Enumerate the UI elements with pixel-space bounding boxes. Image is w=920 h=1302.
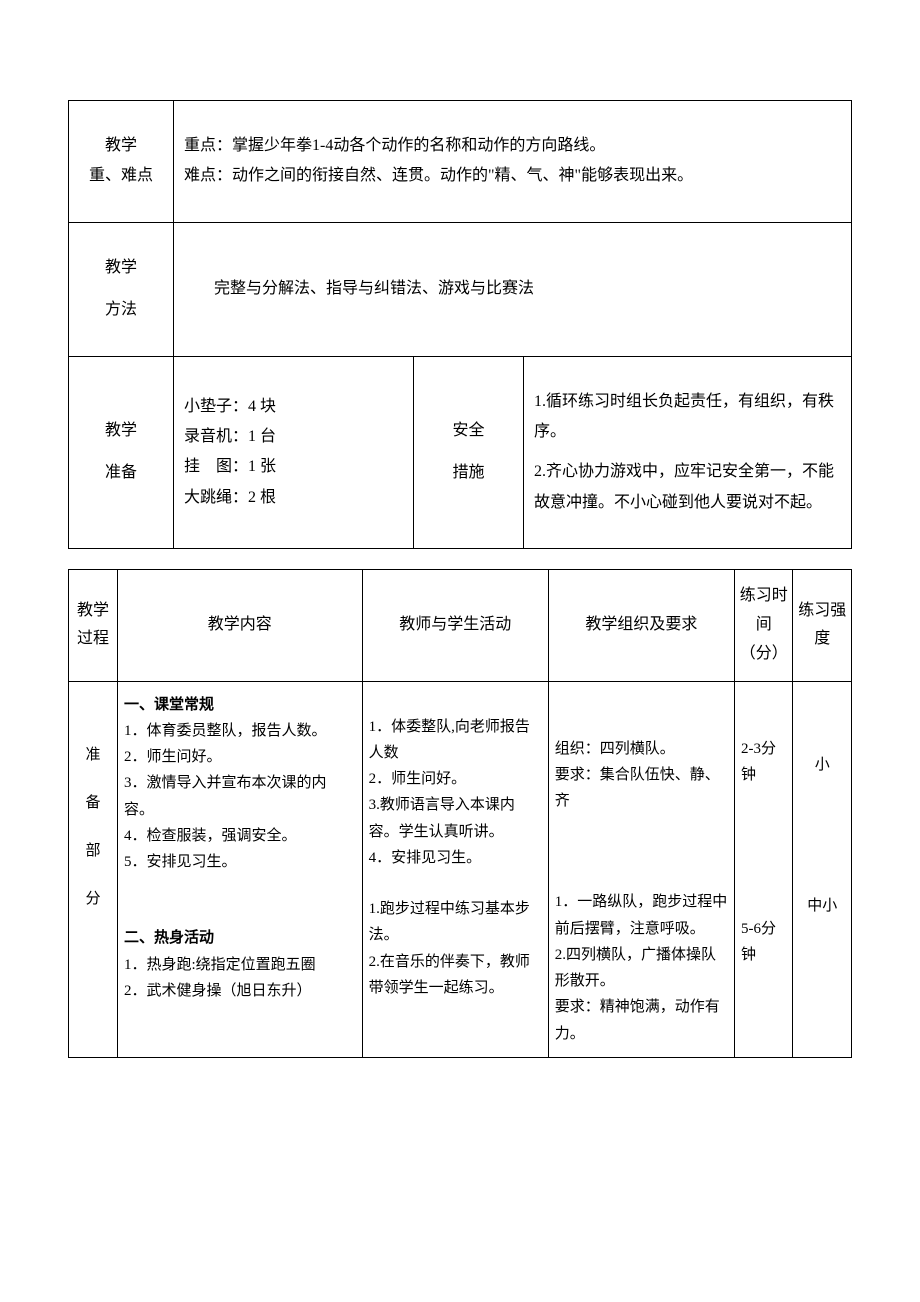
time-cell: 2-3分钟 5-6分钟 — [734, 681, 793, 1057]
prep-materials: 小垫子：4 块 录音机：1 台 挂 图：1 张 大跳绳：2 根 — [174, 356, 414, 549]
keypoint-text: 重点：掌握少年拳1-4动各个动作的名称和动作的方向路线。 — [184, 131, 841, 161]
label-text: 教学 — [79, 253, 163, 283]
intensity-value: 中小 — [799, 893, 845, 919]
safety-label: 安全 措施 — [414, 356, 524, 549]
activity-item: 4．安排见习生。 — [369, 845, 542, 871]
org-cell: 组织：四列横队。 要求：集合队伍快、静、齐 1．一路纵队，跑步过程中前后摆臂，注… — [548, 681, 734, 1057]
label-text: 准备 — [79, 458, 163, 488]
label-text: 措施 — [424, 458, 513, 488]
label-text: 教学 — [79, 416, 163, 446]
teaching-prep-label: 教学 准备 — [69, 356, 174, 549]
section-title: 一、课堂常规 — [124, 692, 356, 718]
teaching-method-label: 教学 方法 — [69, 222, 174, 356]
content-item: 1．热身跑:绕指定位置跑五圈 — [124, 952, 356, 978]
activity-cell: 1．体委整队,向老师报告人数 2．师生问好。 3.教师语言导入本课内容。学生认真… — [362, 681, 548, 1057]
key-difficulty-label: 教学 重、难点 — [69, 101, 174, 223]
prep-phase-row: 准 备 部 分 一、课堂常规 1．体育委员整队，报告人数。 2．师生问好。 3．… — [69, 681, 852, 1057]
section-title: 二、热身活动 — [124, 925, 356, 951]
content-item: 2．师生问好。 — [124, 744, 356, 770]
content-item: 3．激情导入并宣布本次课的内容。 — [124, 770, 356, 823]
phase-char: 备 — [75, 790, 111, 816]
content-item: 2．武术健身操（旭日东升） — [124, 978, 356, 1004]
label-text: 安全 — [424, 416, 513, 446]
key-difficulty-row: 教学 重、难点 重点：掌握少年拳1-4动各个动作的名称和动作的方向路线。 难点：… — [69, 101, 852, 223]
prep-item: 大跳绳：2 根 — [184, 483, 403, 513]
org-item: 要求：精神饱满，动作有力。 — [555, 994, 728, 1047]
phase-label-cell: 准 备 部 分 — [69, 681, 118, 1057]
content-item: 1．体育委员整队，报告人数。 — [124, 718, 356, 744]
teaching-info-table: 教学 重、难点 重点：掌握少年拳1-4动各个动作的名称和动作的方向路线。 难点：… — [68, 100, 852, 549]
safety-item: 2.齐心协力游戏中，应牢记安全第一，不能故意冲撞。不小心碰到他人要说对不起。 — [534, 457, 841, 518]
prep-item: 录音机：1 台 — [184, 422, 403, 452]
intensity-cell: 小 中小 — [793, 681, 852, 1057]
org-item: 2.四列横队，广播体操队形散开。 — [555, 942, 728, 995]
header-content: 教学内容 — [117, 570, 362, 681]
teaching-method-content: 完整与分解法、指导与纠错法、游戏与比赛法 — [174, 222, 852, 356]
label-text-2: 重、难点 — [79, 161, 163, 191]
header-intensity: 练习强度 — [793, 570, 852, 681]
time-value: 5-6分钟 — [741, 916, 787, 969]
activity-item: 1．体委整队,向老师报告人数 — [369, 714, 542, 767]
header-org: 教学组织及要求 — [548, 570, 734, 681]
prep-item: 小垫子：4 块 — [184, 392, 403, 422]
safety-content: 1.循环练习时组长负起责任，有组织，有秩序。 2.齐心协力游戏中，应牢记安全第一… — [524, 356, 852, 549]
phase-char: 准 — [75, 742, 111, 768]
safety-item: 1.循环练习时组长负起责任，有组织，有秩序。 — [534, 387, 841, 448]
teaching-process-table: 教学过程 教学内容 教师与学生活动 教学组织及要求 练习时间（分） 练习强度 准… — [68, 569, 852, 1058]
activity-item: 3.教师语言导入本课内容。学生认真听讲。 — [369, 792, 542, 845]
header-process: 教学过程 — [69, 570, 118, 681]
intensity-value: 小 — [799, 752, 845, 778]
activity-item: 2.在音乐的伴奏下，教师带领学生一起练习。 — [369, 949, 542, 1002]
label-text: 方法 — [79, 295, 163, 325]
prep-item: 挂 图：1 张 — [184, 452, 403, 482]
difficulty-text: 难点：动作之间的衔接自然、连贯。动作的"精、气、神"能够表现出来。 — [184, 161, 841, 191]
label-text: 教学 — [79, 131, 163, 161]
key-difficulty-content: 重点：掌握少年拳1-4动各个动作的名称和动作的方向路线。 难点：动作之间的衔接自… — [174, 101, 852, 223]
phase-char: 分 — [75, 886, 111, 912]
teaching-prep-row: 教学 准备 小垫子：4 块 录音机：1 台 挂 图：1 张 大跳绳：2 根 安全… — [69, 356, 852, 549]
header-time: 练习时间（分） — [734, 570, 793, 681]
org-item: 组织：四列横队。 — [555, 736, 728, 762]
teaching-method-row: 教学 方法 完整与分解法、指导与纠错法、游戏与比赛法 — [69, 222, 852, 356]
content-item: 5．安排见习生。 — [124, 849, 356, 875]
org-item: 1．一路纵队，跑步过程中前后摆臂，注意呼吸。 — [555, 889, 728, 942]
activity-item: 1.跑步过程中练习基本步法。 — [369, 896, 542, 949]
header-activity: 教师与学生活动 — [362, 570, 548, 681]
phase-char: 部 — [75, 838, 111, 864]
activity-item: 2．师生问好。 — [369, 766, 542, 792]
table-header-row: 教学过程 教学内容 教师与学生活动 教学组织及要求 练习时间（分） 练习强度 — [69, 570, 852, 681]
content-item: 4．检查服装，强调安全。 — [124, 823, 356, 849]
method-text: 完整与分解法、指导与纠错法、游戏与比赛法 — [214, 280, 534, 297]
time-value: 2-3分钟 — [741, 736, 787, 789]
content-cell: 一、课堂常规 1．体育委员整队，报告人数。 2．师生问好。 3．激情导入并宣布本… — [117, 681, 362, 1057]
org-item: 要求：集合队伍快、静、齐 — [555, 762, 728, 815]
